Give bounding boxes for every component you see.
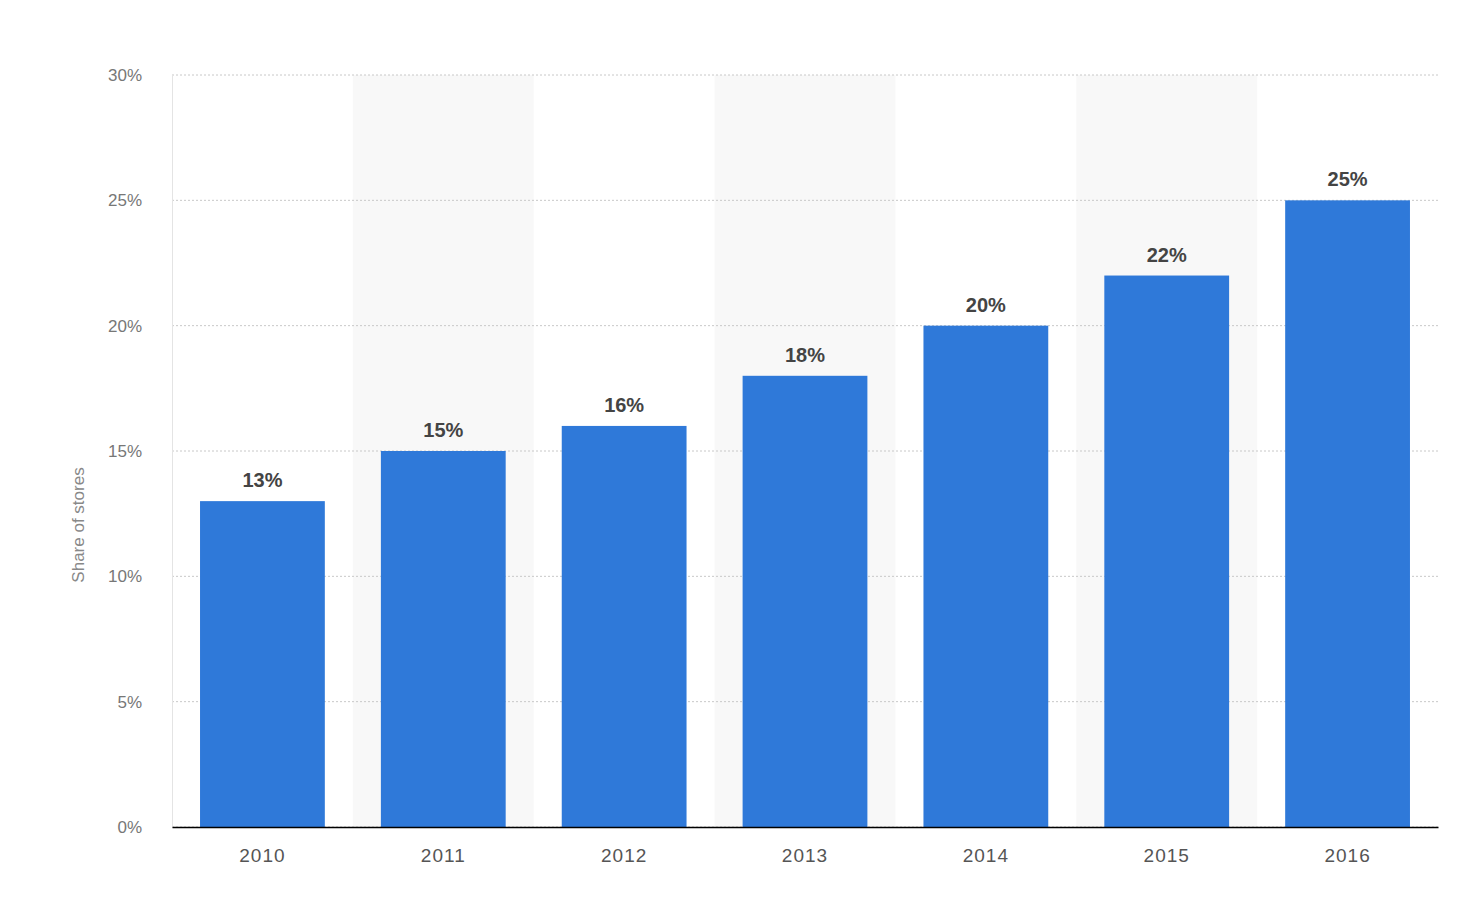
bars xyxy=(200,200,1410,827)
y-tick-label: 5% xyxy=(117,693,142,712)
band-background xyxy=(1076,75,1257,827)
y-tick-label: 25% xyxy=(108,191,142,210)
bar xyxy=(923,326,1048,827)
y-axis: 0% 5% 10% 15% 20% 25% 30% xyxy=(108,66,173,837)
y-tick: 5% xyxy=(117,693,172,712)
x-axis-line xyxy=(173,827,1439,829)
x-tick: 2011 xyxy=(421,827,466,866)
band-background xyxy=(353,75,534,827)
x-tick-label: 2015 xyxy=(1144,845,1190,866)
x-tick-label: 2014 xyxy=(963,845,1009,866)
bar xyxy=(1104,276,1229,827)
bar xyxy=(1285,200,1410,827)
x-tick-label: 2012 xyxy=(601,845,647,866)
data-label: 18% xyxy=(785,344,825,366)
grid-line xyxy=(172,200,1438,201)
data-label: 22% xyxy=(1147,244,1187,266)
grid xyxy=(172,75,1438,827)
data-label: 13% xyxy=(242,469,282,491)
x-tick-label: 2010 xyxy=(239,845,285,866)
data-label: 20% xyxy=(966,294,1006,316)
data-label: 15% xyxy=(423,419,463,441)
y-tick-label: 30% xyxy=(108,66,142,85)
x-tick-label: 2013 xyxy=(782,845,828,866)
bar xyxy=(381,451,506,827)
bar xyxy=(200,501,325,827)
y-tick: 25% xyxy=(108,191,172,210)
y-tick: 20% xyxy=(108,317,172,336)
x-tick: 2016 xyxy=(1324,827,1370,866)
y-axis-line xyxy=(172,76,173,828)
data-label: 25% xyxy=(1328,168,1368,190)
y-tick: 0% xyxy=(117,818,172,837)
x-tick: 2013 xyxy=(782,827,828,866)
x-tick-label: 2016 xyxy=(1324,845,1370,866)
y-tick: 30% xyxy=(108,66,172,85)
x-tick: 2010 xyxy=(239,827,285,866)
grid-line xyxy=(172,325,1438,326)
x-tick-label: 2011 xyxy=(421,845,466,866)
data-label: 16% xyxy=(604,394,644,416)
x-tick: 2015 xyxy=(1144,827,1190,866)
y-tick: 10% xyxy=(108,567,172,586)
bar xyxy=(562,426,687,827)
y-tick-label: 20% xyxy=(108,317,142,336)
band-backgrounds xyxy=(353,75,1257,827)
y-axis-title: Share of stores xyxy=(69,467,88,582)
y-tick-label: 10% xyxy=(108,567,142,586)
data-labels: 13% 15% 16% 18% 20% 22% 25% xyxy=(242,168,1367,491)
y-tick-label: 0% xyxy=(117,818,142,837)
x-axis: 2010 2011 2012 2013 2014 2015 2016 xyxy=(173,827,1439,866)
bar xyxy=(743,376,868,827)
x-tick: 2012 xyxy=(601,827,647,866)
grid-line xyxy=(172,75,1438,76)
y-tick-label: 15% xyxy=(108,442,142,461)
y-tick: 15% xyxy=(108,442,172,461)
x-tick: 2014 xyxy=(963,827,1009,866)
chart: 0% 5% 10% 15% 20% 25% 30% Share of stores 13% 15%… xyxy=(0,0,1480,924)
